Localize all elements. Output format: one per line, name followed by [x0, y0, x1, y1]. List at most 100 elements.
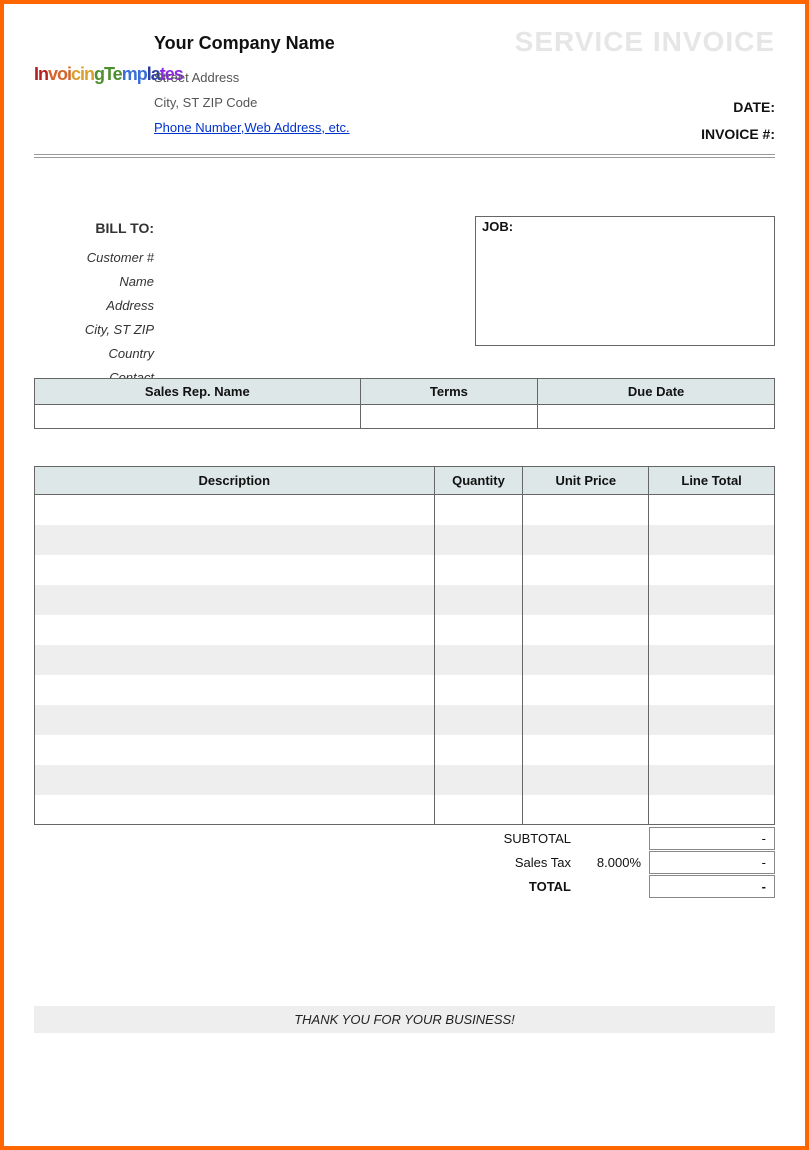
terms-header-duedate: Due Date: [538, 379, 775, 405]
cell-total: [649, 495, 775, 525]
job-box: JOB:: [475, 216, 775, 346]
cell-desc: [35, 765, 435, 795]
terms-header-terms: Terms: [360, 379, 538, 405]
tax-label: Sales Tax: [469, 855, 579, 870]
company-city: City, ST ZIP Code: [154, 91, 350, 116]
cell-desc: [35, 645, 435, 675]
cell-price: [523, 555, 649, 585]
cell-price: [523, 795, 649, 825]
company-contact-link[interactable]: Phone Number,Web Address, etc.: [154, 120, 350, 135]
invoice-meta: DATE: INVOICE #:: [701, 94, 775, 147]
terms-cell-terms: [360, 405, 538, 429]
cell-qty: [434, 645, 523, 675]
cell-total: [649, 705, 775, 735]
cell-qty: [434, 705, 523, 735]
logo-part: mp: [122, 64, 147, 84]
cell-price: [523, 645, 649, 675]
invoice-title: SERVICE INVOICE: [515, 26, 775, 58]
invoice-frame: InvoicingTemplates Your Company Name Str…: [0, 0, 809, 1150]
summary-block: SUBTOTAL - Sales Tax 8.000% - TOTAL -: [469, 826, 775, 898]
thankyou-bar: THANK YOU FOR YOUR BUSINESS!: [34, 1006, 775, 1033]
logo-part: In: [34, 64, 48, 84]
cell-price: [523, 675, 649, 705]
items-row: [35, 495, 775, 525]
logo-part: cin: [71, 64, 94, 84]
cell-total: [649, 615, 775, 645]
items-row: [35, 585, 775, 615]
items-header-unitprice: Unit Price: [523, 467, 649, 495]
terms-cell-salesrep: [35, 405, 361, 429]
date-label: DATE:: [701, 94, 775, 121]
cell-desc: [35, 675, 435, 705]
cell-total: [649, 735, 775, 765]
cell-qty: [434, 555, 523, 585]
billto-label-citystzip: City, ST ZIP: [34, 318, 154, 342]
items-table: Description Quantity Unit Price Line Tot…: [34, 466, 775, 825]
cell-qty: [434, 735, 523, 765]
job-label: JOB:: [476, 217, 774, 236]
items-row: [35, 615, 775, 645]
company-block: Your Company Name Street Address City, S…: [154, 26, 350, 140]
items-row: [35, 705, 775, 735]
cell-price: [523, 585, 649, 615]
company-name: Your Company Name: [154, 26, 350, 60]
summary-row-tax: Sales Tax 8.000% -: [469, 850, 775, 874]
items-row: [35, 735, 775, 765]
logo-part: gTe: [94, 64, 122, 84]
total-value: -: [649, 875, 775, 898]
header-divider: [34, 154, 775, 158]
terms-header-salesrep: Sales Rep. Name: [35, 379, 361, 405]
cell-desc: [35, 705, 435, 735]
terms-row: [35, 405, 775, 429]
items-header-quantity: Quantity: [434, 467, 523, 495]
cell-total: [649, 795, 775, 825]
cell-qty: [434, 585, 523, 615]
cell-desc: [35, 615, 435, 645]
invoice-number-label: INVOICE #:: [701, 121, 775, 148]
cell-qty: [434, 795, 523, 825]
terms-table: Sales Rep. Name Terms Due Date: [34, 378, 775, 429]
logo-part: voi: [48, 64, 71, 84]
cell-desc: [35, 495, 435, 525]
cell-total: [649, 645, 775, 675]
cell-total: [649, 765, 775, 795]
cell-price: [523, 615, 649, 645]
cell-qty: [434, 675, 523, 705]
cell-desc: [35, 795, 435, 825]
cell-total: [649, 525, 775, 555]
items-row: [35, 795, 775, 825]
billto-block: BILL TO: Customer # Name Address City, S…: [34, 216, 154, 390]
terms-cell-duedate: [538, 405, 775, 429]
items-row: [35, 765, 775, 795]
cell-qty: [434, 615, 523, 645]
items-header-linetotal: Line Total: [649, 467, 775, 495]
cell-qty: [434, 495, 523, 525]
cell-qty: [434, 765, 523, 795]
cell-price: [523, 735, 649, 765]
cell-price: [523, 705, 649, 735]
cell-total: [649, 585, 775, 615]
cell-price: [523, 495, 649, 525]
cell-total: [649, 555, 775, 585]
header: InvoicingTemplates Your Company Name Str…: [34, 26, 775, 161]
invoice-page: InvoicingTemplates Your Company Name Str…: [34, 26, 775, 1124]
cell-desc: [35, 735, 435, 765]
items-row: [35, 555, 775, 585]
tax-value: -: [649, 851, 775, 874]
billto-label-customer: Customer #: [34, 246, 154, 270]
summary-row-subtotal: SUBTOTAL -: [469, 826, 775, 850]
cell-price: [523, 525, 649, 555]
billto-label-name: Name: [34, 270, 154, 294]
tax-percent: 8.000%: [579, 855, 649, 870]
billto-heading: BILL TO:: [34, 216, 154, 242]
cell-desc: [35, 585, 435, 615]
total-label: TOTAL: [469, 879, 579, 894]
items-row: [35, 675, 775, 705]
company-street: Street Address: [154, 66, 350, 91]
items-header-description: Description: [35, 467, 435, 495]
cell-qty: [434, 525, 523, 555]
items-body: [35, 495, 775, 825]
subtotal-label: SUBTOTAL: [469, 831, 579, 846]
cell-desc: [35, 555, 435, 585]
cell-desc: [35, 525, 435, 555]
